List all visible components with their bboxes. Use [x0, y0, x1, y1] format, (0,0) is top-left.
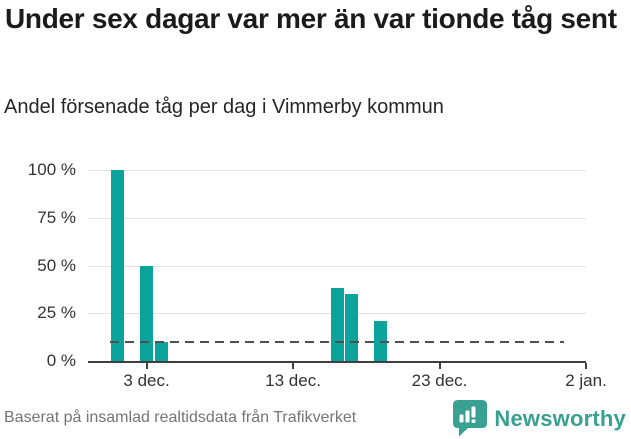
x-axis-tick [438, 363, 441, 369]
x-axis-label: 13 dec. [265, 371, 321, 390]
y-axis-label: 0 % [46, 351, 76, 370]
gridline [88, 170, 586, 171]
x-axis-tick [292, 363, 295, 369]
chart-subtitle: Andel försenade tåg per dag i Vimmerby k… [4, 96, 444, 118]
newsworthy-icon [453, 400, 488, 437]
gridline [88, 218, 586, 219]
x-axis-label: 3 dec. [123, 371, 170, 390]
bar [110, 170, 124, 361]
x-axis-tick [145, 363, 148, 369]
x-axis-label: 23 dec. [411, 371, 468, 390]
gridline [88, 266, 586, 267]
x-axis-tick [585, 363, 587, 369]
bar [345, 294, 359, 361]
source-note: Baserat på insamlad realtidsdata från Tr… [4, 409, 357, 426]
x-axis-line [88, 361, 586, 363]
newsworthy-logo[interactable]: Newsworthy [453, 400, 626, 437]
bar [154, 341, 168, 361]
y-axis-label: 100 % [27, 160, 76, 179]
y-axis-label: 75 % [37, 207, 76, 227]
x-axis-label: 2 jan. [565, 371, 607, 390]
y-axis-label: 50 % [37, 255, 76, 275]
newsworthy-wordmark: Newsworthy [494, 405, 626, 431]
bar [140, 265, 154, 361]
chart-title: Under sex dagar var mer än var tionde tå… [5, 3, 617, 34]
bar [330, 288, 344, 361]
reference-line [109, 340, 565, 343]
y-axis-label: 25 % [37, 303, 76, 323]
